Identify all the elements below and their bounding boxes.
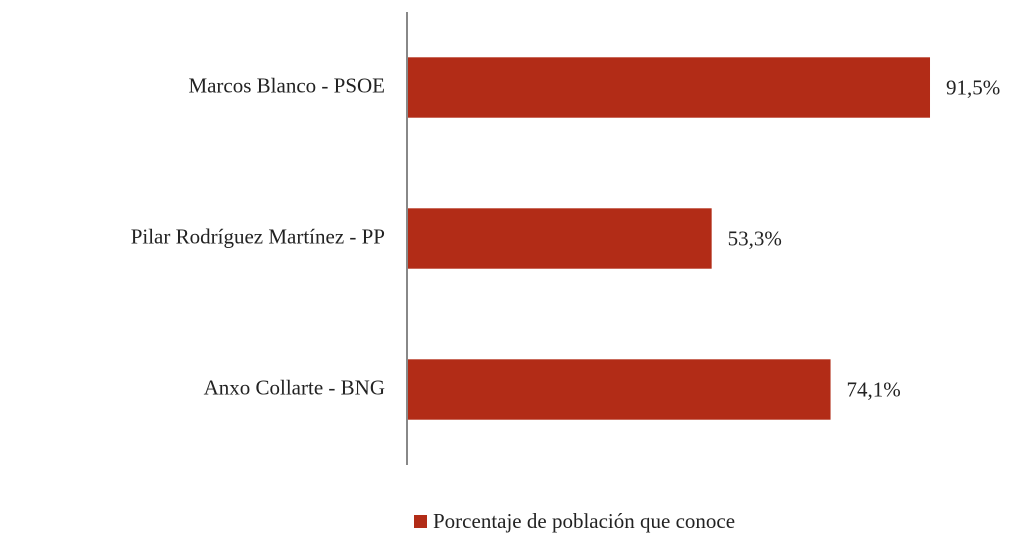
y-tick-label: Pilar Rodríguez Martínez - PP [131,224,385,248]
data-label: 91,5% [946,75,1000,99]
bar [407,57,931,118]
data-label: 74,1% [847,377,901,401]
legend-label: Porcentaje de población que conoce [433,509,735,533]
y-tick-label: Anxo Collarte - BNG [204,375,385,399]
legend-swatch [414,515,427,528]
bar [407,208,712,269]
bar [407,359,831,420]
data-label: 53,3% [728,226,782,250]
y-tick-label: Marcos Blanco - PSOE [188,73,385,97]
